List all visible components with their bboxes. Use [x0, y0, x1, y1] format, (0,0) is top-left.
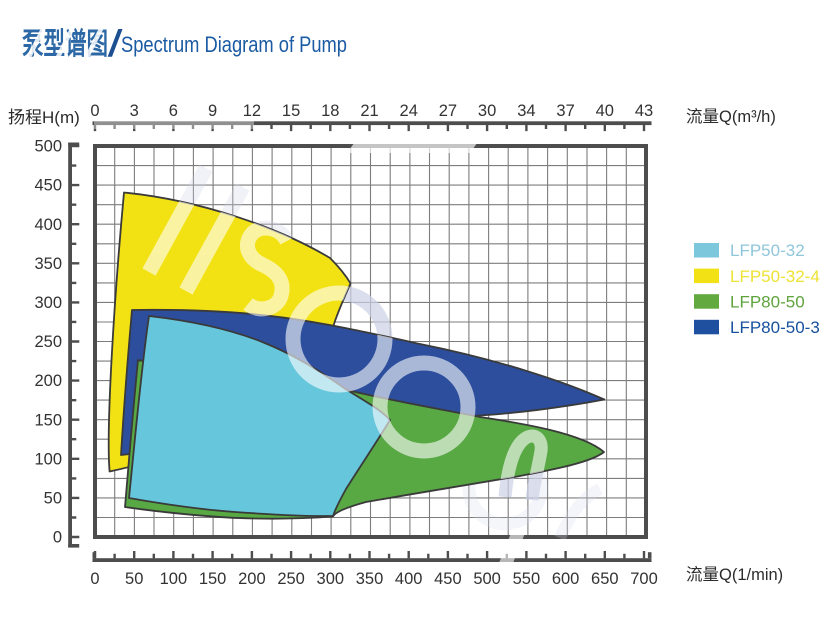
svg-text:450: 450 — [34, 177, 62, 195]
svg-text:34: 34 — [517, 102, 535, 120]
svg-text:250: 250 — [34, 333, 62, 351]
svg-text:0: 0 — [90, 102, 99, 120]
svg-text:500: 500 — [34, 138, 62, 156]
svg-text:40: 40 — [596, 102, 614, 120]
svg-text:24: 24 — [400, 102, 418, 120]
svg-text:650: 650 — [591, 570, 619, 588]
svg-text:150: 150 — [34, 411, 62, 429]
svg-text:Spectrum Diagram of Pump: Spectrum Diagram of Pump — [121, 32, 347, 57]
svg-text:300: 300 — [34, 294, 62, 312]
svg-text:12: 12 — [243, 102, 261, 120]
svg-text:550: 550 — [513, 570, 541, 588]
svg-text:流量Q(m³/h): 流量Q(m³/h) — [686, 107, 776, 126]
svg-text:250: 250 — [277, 570, 305, 588]
svg-text:50: 50 — [125, 570, 143, 588]
svg-text:LFP80-50: LFP80-50 — [730, 292, 805, 311]
svg-text:27: 27 — [439, 102, 457, 120]
svg-text:300: 300 — [317, 570, 345, 588]
svg-text:350: 350 — [34, 255, 62, 273]
svg-text:450: 450 — [434, 570, 462, 588]
svg-text:18: 18 — [321, 102, 339, 120]
svg-text:3: 3 — [130, 102, 139, 120]
svg-text:400: 400 — [395, 570, 423, 588]
svg-text:100: 100 — [34, 450, 62, 468]
svg-text:0: 0 — [53, 529, 62, 547]
svg-text:LFP50-32: LFP50-32 — [730, 241, 805, 260]
svg-text:400: 400 — [34, 216, 62, 234]
svg-text:50: 50 — [44, 490, 62, 508]
svg-text:37: 37 — [556, 102, 574, 120]
svg-text:6: 6 — [169, 102, 178, 120]
svg-text:600: 600 — [552, 570, 580, 588]
svg-text:流量Q(1/min): 流量Q(1/min) — [686, 565, 783, 584]
svg-text:LFP50-32-4: LFP50-32-4 — [730, 267, 820, 286]
svg-text:0: 0 — [90, 570, 99, 588]
svg-text:9: 9 — [208, 102, 217, 120]
svg-text:500: 500 — [473, 570, 501, 588]
svg-text:150: 150 — [199, 570, 227, 588]
svg-text:LFP80-50-3: LFP80-50-3 — [730, 318, 820, 337]
svg-text:21: 21 — [360, 102, 378, 120]
svg-text:15: 15 — [282, 102, 300, 120]
svg-text:/: / — [107, 23, 123, 64]
svg-text:200: 200 — [238, 570, 266, 588]
svg-text:扬程H(m): 扬程H(m) — [8, 108, 80, 127]
svg-text:100: 100 — [160, 570, 188, 588]
svg-text:30: 30 — [478, 102, 496, 120]
svg-text:700: 700 — [630, 570, 658, 588]
svg-text:43: 43 — [635, 102, 653, 120]
svg-text:200: 200 — [34, 372, 62, 390]
svg-text:350: 350 — [356, 570, 384, 588]
